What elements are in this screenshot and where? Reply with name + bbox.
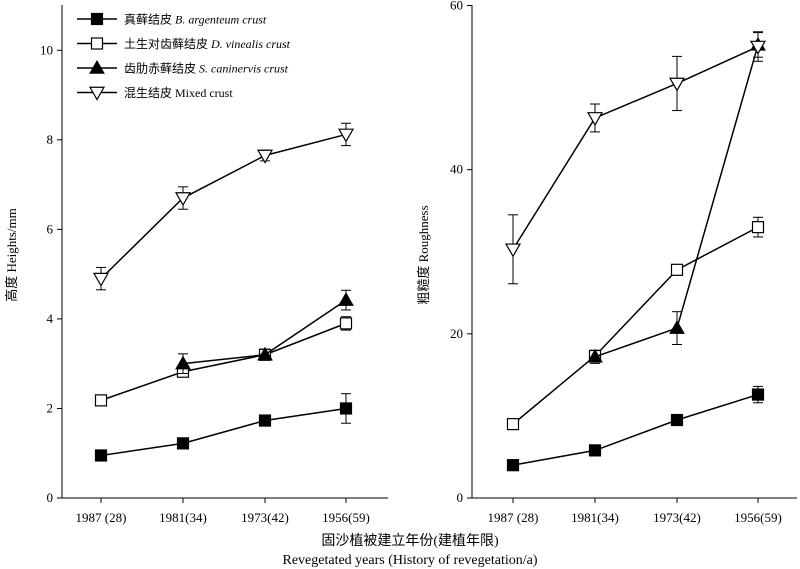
right-y-axis-title: 粗糙度 Roughness xyxy=(416,205,431,304)
right-data-point xyxy=(670,413,684,427)
right-x-tick-label: 1973(42) xyxy=(653,510,701,525)
left-y-tick-label: 0 xyxy=(47,490,54,505)
legend: 真藓结皮 B. argenteum crust 土生对齿藓结皮 D. vineal… xyxy=(77,13,291,101)
left-data-point xyxy=(256,149,274,164)
right-data-point xyxy=(588,444,602,457)
left-series-2 xyxy=(175,289,354,375)
right-panel: 0 20 40 60 1987 (28) 1981(34) 1973(42) 1956(59… xyxy=(416,0,797,525)
left-y-tick-label: 6 xyxy=(47,221,54,236)
right-data-point xyxy=(506,459,520,472)
left-series-3 xyxy=(92,122,355,291)
left-data-point xyxy=(258,414,272,427)
left-data-point xyxy=(337,128,355,143)
legend-label: 混生结皮 Mixed crust xyxy=(124,86,233,100)
right-series-1 xyxy=(506,216,765,431)
legend-marker xyxy=(89,59,105,74)
right-series-line-3 xyxy=(512,45,759,250)
left-data-point xyxy=(339,402,353,415)
legend-entry: 真藓结皮 B. argenteum crust xyxy=(77,13,267,27)
left-data-point xyxy=(176,437,190,450)
right-y-tick-label: 40 xyxy=(450,162,463,177)
left-data-point xyxy=(92,272,110,287)
left-y-tick-label: 4 xyxy=(47,311,54,326)
left-data-point xyxy=(338,292,354,306)
left-series-line-3 xyxy=(100,133,347,280)
right-data-point xyxy=(504,243,522,258)
right-data-point xyxy=(669,320,685,334)
left-data-point xyxy=(257,346,273,361)
legend-entry: 混生结皮 Mixed crust xyxy=(77,86,233,101)
left-y-tick-label: 8 xyxy=(47,132,54,147)
legend-marker xyxy=(88,86,106,101)
right-data-point xyxy=(751,388,765,401)
left-data-point xyxy=(174,192,192,207)
left-y-tick-label: 2 xyxy=(47,400,54,415)
legend-entry: 土生对齿藓结皮 D. vinealis crust xyxy=(77,37,291,51)
right-x-tick-label: 1987 (28) xyxy=(488,510,539,525)
right-x-tick-label: 1981(34) xyxy=(571,510,619,525)
right-data-point xyxy=(506,418,520,431)
left-x-tick-label: 1973(42) xyxy=(241,510,289,525)
legend-marker xyxy=(90,37,104,50)
right-data-point xyxy=(586,112,604,127)
right-data-point xyxy=(668,77,686,92)
legend-entry: 齿肋赤藓结皮 S. caninervis crust xyxy=(77,59,289,76)
right-y-tick-label: 20 xyxy=(450,326,463,341)
left-series-1 xyxy=(94,316,353,407)
legend-marker xyxy=(90,12,104,26)
left-series-0 xyxy=(94,393,353,462)
x-axis-title-en: Revegetated years (History of revegetati… xyxy=(282,553,537,568)
right-series-0 xyxy=(506,385,765,472)
legend-label: 真藓结皮 B. argenteum crust xyxy=(124,13,267,27)
legend-label: 齿肋赤藓结皮 S. caninervis crust xyxy=(124,61,289,76)
left-panel: 0 2 4 6 8 10 1987 (28) 1981(34) 1973(42) 1956(59… xyxy=(4,5,388,525)
left-y-tick-label: 10 xyxy=(40,42,53,57)
left-data-point xyxy=(94,449,108,462)
x-axis-title-cn: 固沙植被建立年份(建植年限) xyxy=(321,533,499,549)
left-series-line-1 xyxy=(100,322,347,402)
left-series-line-0 xyxy=(100,407,347,457)
right-series-line-0 xyxy=(512,393,759,466)
left-x-tick-label: 1987 (28) xyxy=(76,510,127,525)
left-x-tick-label: 1981(34) xyxy=(159,510,207,525)
right-series-3 xyxy=(504,31,767,285)
right-x-tick-label: 1956(59) xyxy=(734,510,782,525)
right-series-line-1 xyxy=(512,226,759,425)
right-data-point xyxy=(749,40,767,55)
right-y-tick-label: 0 xyxy=(457,490,464,505)
right-data-point xyxy=(670,263,684,276)
right-data-point xyxy=(587,348,603,363)
right-y-tick-label: 60 xyxy=(450,0,463,13)
left-data-point xyxy=(94,394,108,407)
right-data-point xyxy=(751,221,765,234)
legend-label: 土生对齿藓结皮 D. vinealis crust xyxy=(124,37,291,51)
left-data-point xyxy=(339,317,353,330)
left-x-tick-label: 1956(59) xyxy=(322,510,370,525)
left-y-axis-title: 高度 Heights/mm xyxy=(4,208,19,302)
left-data-point xyxy=(175,355,191,370)
